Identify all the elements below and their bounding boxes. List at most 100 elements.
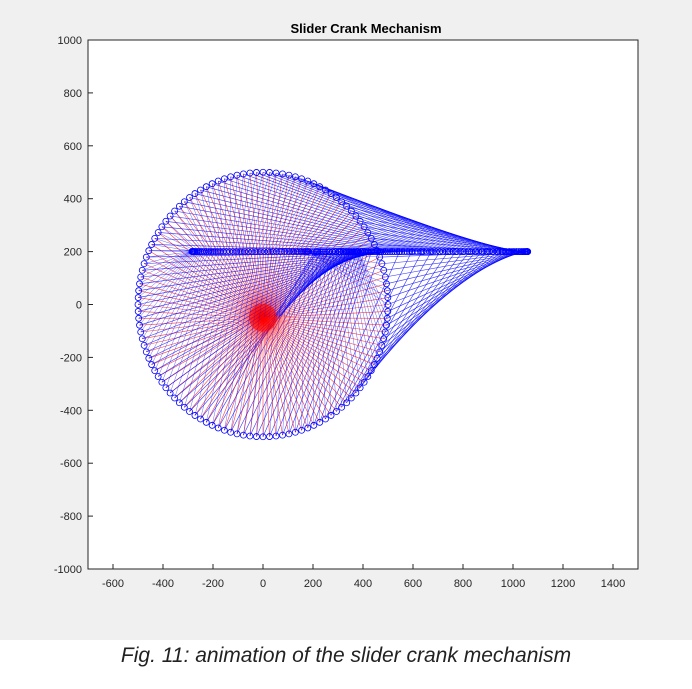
crank-link [161, 317, 264, 383]
figure-caption: Fig. 11: animation of the slider crank m… [120, 644, 572, 667]
y-axis-ticks: 1000 800 600 400 200 0 -200 -400 -600 -800 -1000 [54, 35, 93, 576]
coupler-link [146, 251, 203, 353]
coupler-link [139, 251, 197, 326]
crank-end-marker [364, 373, 372, 380]
crank-link [157, 232, 264, 318]
crank-end-marker [186, 408, 193, 415]
crank-end-marker [360, 223, 368, 231]
coupler-link [138, 251, 193, 298]
crank-end-marker [158, 378, 166, 386]
connecting-rod-link [179, 205, 421, 252]
crank-end-marker [135, 314, 143, 322]
x-tick-label: -600 [102, 578, 124, 590]
y-tick-label: 1000 [58, 35, 82, 47]
crank-end-marker [166, 389, 174, 397]
coupler-link [206, 251, 245, 423]
crank-end-marker [151, 367, 159, 375]
crank-link [140, 276, 264, 319]
crank-link [205, 317, 264, 423]
slider-track-marker [244, 248, 252, 255]
crank-end-marker [272, 432, 280, 440]
crank-end-marker [378, 260, 386, 268]
crank-end-marker [162, 384, 170, 392]
coupler-link [357, 251, 389, 312]
y-tick-label: -200 [60, 352, 82, 364]
slider-track-marker [198, 248, 206, 255]
crank-end-marker [137, 273, 145, 281]
slider-track-marker [223, 248, 230, 255]
slider-track-marker [205, 248, 213, 255]
crank-link [262, 186, 321, 318]
crank-link [262, 304, 389, 319]
x-tick-label: 400 [354, 578, 372, 590]
crank-end-marker [227, 428, 235, 436]
slider-track-marker [319, 248, 327, 255]
slider-marker [368, 248, 375, 256]
connecting-rod-link [371, 251, 483, 371]
slider-crank-chart: Slider Crank Mechanism 1000 800 600 400 200 0… [54, 21, 639, 590]
crank-end-marker [136, 321, 143, 329]
coupler-link [329, 251, 342, 408]
crank-link [142, 269, 264, 319]
coupler-link [143, 251, 201, 346]
crank-end-marker [304, 424, 312, 432]
coupler-link [286, 206, 347, 252]
crank-link [151, 317, 264, 365]
coupler-link [140, 251, 198, 333]
crank-end-marker [383, 314, 391, 322]
connecting-rod-link [301, 178, 490, 252]
crank-link [262, 317, 302, 431]
slider-track-marker [273, 248, 280, 255]
coupler-link [179, 251, 227, 403]
crank-link [262, 317, 382, 346]
slider-marker [427, 248, 435, 256]
crank-link [262, 183, 315, 318]
crank-link [262, 317, 365, 383]
slider-marker [377, 248, 384, 256]
crank-link [262, 317, 283, 436]
connecting-rod-link [170, 215, 416, 252]
crank-link [256, 172, 264, 318]
coupler-link [217, 181, 225, 252]
slider-track-marker [293, 248, 301, 255]
crank-link [262, 317, 357, 394]
crank-end-marker [140, 341, 148, 349]
slider-marker [452, 248, 460, 256]
crank-end-marker [378, 341, 386, 349]
slider-marker [502, 248, 510, 256]
crank-end-marker [220, 175, 228, 183]
coupler-link [343, 251, 365, 383]
coupler-link [148, 251, 205, 359]
connecting-rod-link [387, 251, 520, 312]
crank-end-marker [197, 186, 204, 194]
connecting-rod-link [262, 171, 468, 252]
coupler-link [356, 251, 386, 333]
crank-end-marker [240, 170, 247, 178]
y-tick-label: 400 [64, 194, 82, 206]
crank-link [230, 317, 264, 433]
y-tick-label: 800 [64, 88, 82, 100]
crank-link [262, 317, 372, 371]
crank-end-marker [140, 260, 148, 268]
coupler-link [146, 251, 194, 258]
connecting-rod-link [381, 251, 503, 346]
crank-link [262, 317, 384, 340]
coupler-link [322, 251, 332, 416]
crank-end-marker [134, 294, 142, 301]
coupler-link [243, 251, 269, 436]
crank-end-marker [208, 180, 216, 188]
slider-track-marker [203, 248, 210, 255]
crank-end-marker [166, 212, 174, 220]
crank-link [262, 317, 386, 333]
crank-link [262, 317, 361, 388]
crank-end-marker [285, 430, 293, 438]
crank-end-marker [240, 431, 247, 439]
slider-marker [515, 248, 523, 256]
crank-link [262, 317, 332, 416]
crank-link [262, 173, 283, 318]
slider-marker [432, 248, 440, 256]
coupler-link [232, 175, 238, 252]
coupler-link [158, 232, 198, 252]
coupler-link [189, 251, 234, 412]
x-axis-ticks: -600 -400 -200 0 200 400 600 800 1000 1200 1400 [102, 564, 625, 590]
